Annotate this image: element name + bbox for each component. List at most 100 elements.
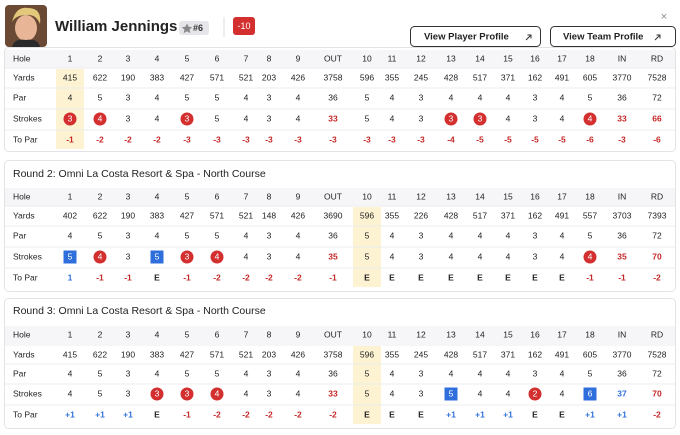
cell: 8 [267,53,272,63]
cell: E [477,272,483,282]
cell: 4 [244,230,249,240]
cell: +1 [585,409,595,419]
cell: 491 [555,210,569,220]
cell: 4 [244,251,249,261]
player-profile-button[interactable]: View Player Profile [410,26,541,47]
cell: 18 [585,191,595,201]
cell: 16 [530,329,540,339]
score: -10 [237,21,250,31]
row-label: Par [13,230,26,240]
cell: 3 [185,388,190,398]
cell: 5 [155,251,160,261]
cell: 5 [588,230,593,240]
cell: 7 [244,191,249,201]
header-row-bg [5,326,675,344]
cell: 596 [360,72,374,82]
row-label: Par [13,92,26,102]
cell: 4 [560,388,565,398]
cell: 426 [291,210,305,220]
cell: -3 [294,134,302,144]
round-card: Round 2: Omni La Costa Resort & Spa - No… [4,160,676,292]
button-label: View Team Profile [563,32,643,43]
cell: 5 [215,230,220,240]
cell: 3 [126,368,131,378]
cell: 5 [185,329,190,339]
birdie-marker [210,250,224,264]
cell: 4 [296,92,301,102]
cell: +1 [503,409,513,419]
cell: 13 [446,53,456,63]
cell: 557 [583,210,597,220]
cell: 415 [63,349,77,359]
cell: 3 [267,92,272,102]
cell: 72 [652,92,662,102]
cell: -1 [329,272,337,282]
cell: -2 [294,272,302,282]
cell: RD [651,191,663,201]
cell: 12 [416,191,426,201]
cell: E [532,272,538,282]
cell: 1 [68,329,73,339]
cell: -2 [265,272,273,282]
cell: OUT [324,53,342,63]
cell: 4 [98,251,103,261]
cell: 6 [215,53,220,63]
cell: 9 [296,191,301,201]
row-label: To Par [13,134,38,144]
row-label: To Par [13,409,38,419]
cell: 4 [506,251,511,261]
rank: #6 [193,23,203,33]
row-label: Strokes [13,388,42,398]
cell: 2 [98,191,103,201]
cell: 4 [244,92,249,102]
cell: 622 [93,210,107,220]
cell: 3 [267,388,272,398]
row-label: Par [13,368,26,378]
round-card: Round 3: Omni La Costa Resort & Spa - No… [4,298,676,429]
team-profile-button[interactable]: View Team Profile [550,26,676,47]
cell: -6 [586,134,594,144]
cell: 4 [560,368,565,378]
cell: 9 [296,329,301,339]
cell: E [532,409,538,419]
cell: 371 [501,72,515,82]
cell: 7 [244,329,249,339]
close-button[interactable]: × [661,11,667,23]
cell: 36 [328,368,338,378]
cell: 4 [215,388,220,398]
cell: 605 [583,349,597,359]
cell: 13 [446,191,456,201]
cell: 521 [239,72,253,82]
row-label: Hole [13,53,31,63]
cell: 3 [419,92,424,102]
cell: 427 [180,210,194,220]
cell: 5 [68,251,73,261]
cell: 605 [583,72,597,82]
cell: E [448,272,454,282]
cell: 162 [528,72,542,82]
cell: 4 [506,368,511,378]
cell: 5 [365,388,370,398]
cell: 35 [328,251,338,261]
cell: 1 [68,191,73,201]
cell: 4 [449,251,454,261]
cell: 17 [557,329,567,339]
header-row-bg [5,50,675,68]
cell: 4 [155,113,160,123]
cell: 4 [560,230,565,240]
cell: 4 [244,368,249,378]
cell: 4 [588,251,593,261]
cell: 3758 [324,72,343,82]
cell: 5 [365,368,370,378]
birdie-marker [93,112,107,126]
cell: +1 [65,409,75,419]
cell: E [364,272,370,282]
cell: 72 [652,368,662,378]
cell: 5 [215,92,220,102]
cell: 15 [503,329,513,339]
cell: 4 [390,92,395,102]
cell: 5 [588,92,593,102]
cell: 517 [473,349,487,359]
cell: 3 [267,230,272,240]
cell: 3 [126,92,131,102]
